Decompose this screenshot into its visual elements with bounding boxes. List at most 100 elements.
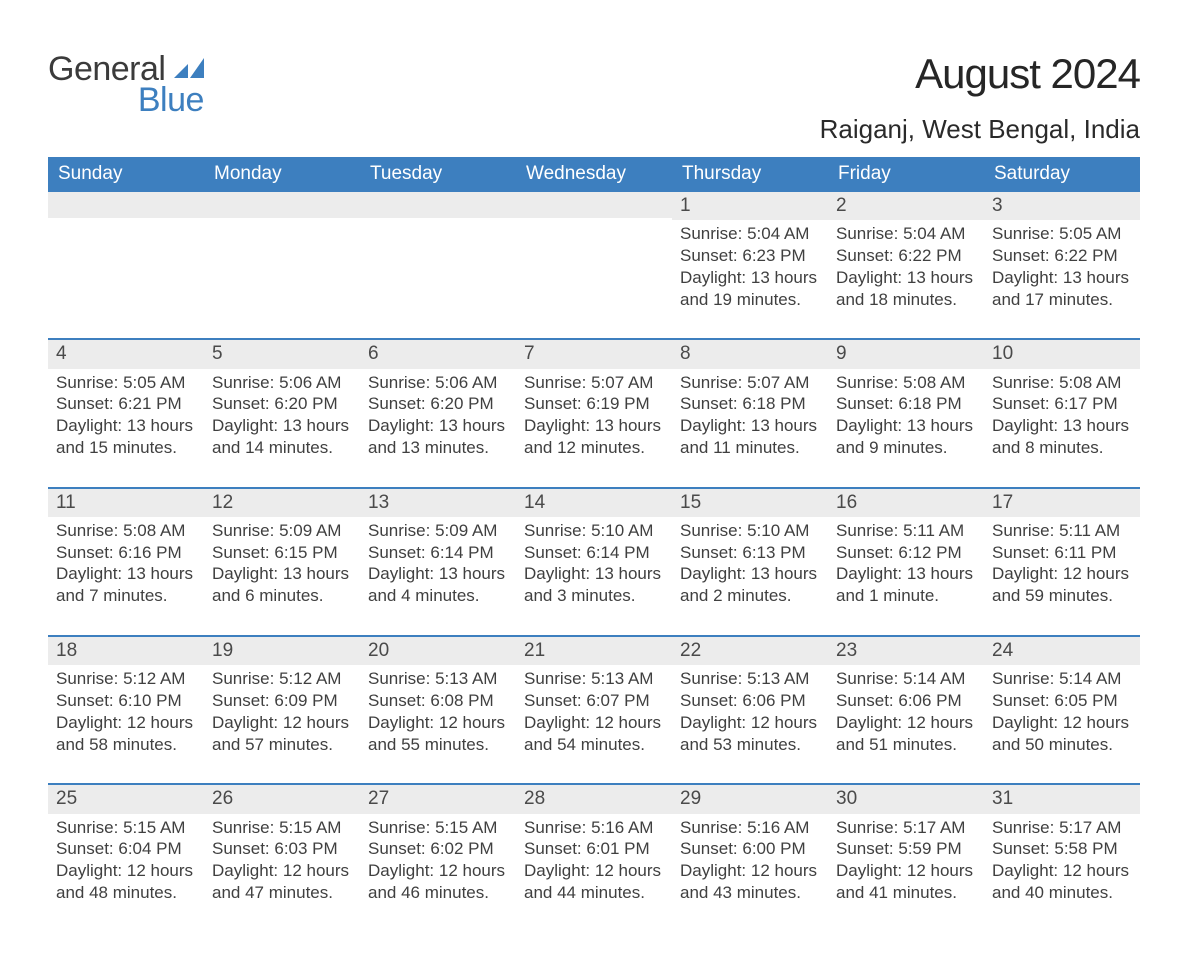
daylight-line: and 40 minutes.	[992, 882, 1130, 904]
sunset-line: Sunset: 6:03 PM	[212, 838, 350, 860]
day-content: Sunrise: 5:10 AMSunset: 6:13 PMDaylight:…	[680, 520, 818, 607]
daylight-line: and 59 minutes.	[992, 585, 1130, 607]
daylight-line: and 48 minutes.	[56, 882, 194, 904]
daylight-line: and 8 minutes.	[992, 437, 1130, 459]
sunset-line: Sunset: 6:08 PM	[368, 690, 506, 712]
day-content: Sunrise: 5:08 AMSunset: 6:17 PMDaylight:…	[992, 372, 1130, 459]
day-number-band: 17	[984, 489, 1140, 517]
daylight-line: Daylight: 13 hours	[524, 563, 662, 585]
sunrise-line: Sunrise: 5:13 AM	[524, 668, 662, 690]
sunset-line: Sunset: 6:16 PM	[56, 542, 194, 564]
day-cell: 29Sunrise: 5:16 AMSunset: 6:00 PMDayligh…	[672, 784, 828, 931]
daylight-line: and 14 minutes.	[212, 437, 350, 459]
daylight-line: and 7 minutes.	[56, 585, 194, 607]
calendar-page: General Blue August 2024 Raiganj, West B…	[0, 0, 1188, 972]
sunrise-line: Sunrise: 5:10 AM	[524, 520, 662, 542]
day-cell	[516, 192, 672, 339]
daylight-line: and 54 minutes.	[524, 734, 662, 756]
sunset-line: Sunset: 6:17 PM	[992, 393, 1130, 415]
header: General Blue August 2024 Raiganj, West B…	[48, 30, 1140, 145]
day-number-band: 16	[828, 489, 984, 517]
sunset-line: Sunset: 6:04 PM	[56, 838, 194, 860]
sunrise-line: Sunrise: 5:15 AM	[368, 817, 506, 839]
day-cell: 4Sunrise: 5:05 AMSunset: 6:21 PMDaylight…	[48, 339, 204, 487]
daylight-line: and 43 minutes.	[680, 882, 818, 904]
sunrise-line: Sunrise: 5:15 AM	[212, 817, 350, 839]
daylight-line: and 15 minutes.	[56, 437, 194, 459]
daylight-line: and 44 minutes.	[524, 882, 662, 904]
sunset-line: Sunset: 6:09 PM	[212, 690, 350, 712]
daylight-line: Daylight: 13 hours	[56, 563, 194, 585]
day-cell: 2Sunrise: 5:04 AMSunset: 6:22 PMDaylight…	[828, 192, 984, 339]
day-number-band: 29	[672, 785, 828, 813]
daylight-line: Daylight: 12 hours	[680, 860, 818, 882]
day-content: Sunrise: 5:07 AMSunset: 6:19 PMDaylight:…	[524, 372, 662, 459]
daylight-line: Daylight: 12 hours	[368, 860, 506, 882]
weekday-header: Sunday	[48, 157, 204, 192]
week-row: 1Sunrise: 5:04 AMSunset: 6:23 PMDaylight…	[48, 192, 1140, 339]
day-number-band: 2	[828, 192, 984, 220]
daylight-line: Daylight: 12 hours	[992, 860, 1130, 882]
daylight-line: Daylight: 12 hours	[212, 712, 350, 734]
daylight-line: and 58 minutes.	[56, 734, 194, 756]
sunrise-line: Sunrise: 5:07 AM	[680, 372, 818, 394]
day-content: Sunrise: 5:17 AMSunset: 5:59 PMDaylight:…	[836, 817, 974, 904]
day-number-band	[204, 192, 360, 218]
day-content: Sunrise: 5:09 AMSunset: 6:14 PMDaylight:…	[368, 520, 506, 607]
day-number-band	[48, 192, 204, 218]
daylight-line: Daylight: 13 hours	[680, 415, 818, 437]
daylight-line: and 6 minutes.	[212, 585, 350, 607]
title-block: August 2024 Raiganj, West Bengal, India	[820, 30, 1140, 145]
day-content: Sunrise: 5:08 AMSunset: 6:18 PMDaylight:…	[836, 372, 974, 459]
day-number-band: 22	[672, 637, 828, 665]
sunrise-line: Sunrise: 5:11 AM	[992, 520, 1130, 542]
day-cell: 25Sunrise: 5:15 AMSunset: 6:04 PMDayligh…	[48, 784, 204, 931]
day-cell: 13Sunrise: 5:09 AMSunset: 6:14 PMDayligh…	[360, 488, 516, 636]
logo: General Blue	[48, 30, 204, 120]
day-number-band: 1	[672, 192, 828, 220]
daylight-line: and 53 minutes.	[680, 734, 818, 756]
daylight-line: Daylight: 12 hours	[992, 563, 1130, 585]
day-content: Sunrise: 5:07 AMSunset: 6:18 PMDaylight:…	[680, 372, 818, 459]
daylight-line: Daylight: 12 hours	[56, 860, 194, 882]
sunset-line: Sunset: 6:21 PM	[56, 393, 194, 415]
daylight-line: Daylight: 13 hours	[524, 415, 662, 437]
sunset-line: Sunset: 6:00 PM	[680, 838, 818, 860]
daylight-line: Daylight: 13 hours	[836, 267, 974, 289]
daylight-line: and 50 minutes.	[992, 734, 1130, 756]
sunrise-line: Sunrise: 5:14 AM	[836, 668, 974, 690]
day-cell	[48, 192, 204, 339]
sunrise-line: Sunrise: 5:13 AM	[680, 668, 818, 690]
daylight-line: Daylight: 13 hours	[212, 563, 350, 585]
day-content: Sunrise: 5:13 AMSunset: 6:08 PMDaylight:…	[368, 668, 506, 755]
sunset-line: Sunset: 6:12 PM	[836, 542, 974, 564]
sunrise-line: Sunrise: 5:05 AM	[56, 372, 194, 394]
daylight-line: and 19 minutes.	[680, 289, 818, 311]
day-content: Sunrise: 5:10 AMSunset: 6:14 PMDaylight:…	[524, 520, 662, 607]
day-number-band	[516, 192, 672, 218]
sunset-line: Sunset: 6:02 PM	[368, 838, 506, 860]
day-cell: 11Sunrise: 5:08 AMSunset: 6:16 PMDayligh…	[48, 488, 204, 636]
sunset-line: Sunset: 6:06 PM	[836, 690, 974, 712]
day-content: Sunrise: 5:15 AMSunset: 6:04 PMDaylight:…	[56, 817, 194, 904]
sunrise-line: Sunrise: 5:09 AM	[368, 520, 506, 542]
day-number-band: 27	[360, 785, 516, 813]
daylight-line: Daylight: 13 hours	[836, 563, 974, 585]
day-cell: 30Sunrise: 5:17 AMSunset: 5:59 PMDayligh…	[828, 784, 984, 931]
location-text: Raiganj, West Bengal, India	[820, 114, 1140, 145]
sunset-line: Sunset: 6:11 PM	[992, 542, 1130, 564]
day-cell: 24Sunrise: 5:14 AMSunset: 6:05 PMDayligh…	[984, 636, 1140, 784]
weekday-header: Monday	[204, 157, 360, 192]
sunrise-line: Sunrise: 5:13 AM	[368, 668, 506, 690]
daylight-line: and 4 minutes.	[368, 585, 506, 607]
day-content: Sunrise: 5:08 AMSunset: 6:16 PMDaylight:…	[56, 520, 194, 607]
day-cell: 21Sunrise: 5:13 AMSunset: 6:07 PMDayligh…	[516, 636, 672, 784]
sunset-line: Sunset: 6:14 PM	[524, 542, 662, 564]
day-cell: 1Sunrise: 5:04 AMSunset: 6:23 PMDaylight…	[672, 192, 828, 339]
day-content: Sunrise: 5:12 AMSunset: 6:09 PMDaylight:…	[212, 668, 350, 755]
day-cell: 27 Sunrise: 5:15 AMSunset: 6:02 PMDayligh…	[360, 784, 516, 931]
daylight-line: and 13 minutes.	[368, 437, 506, 459]
day-number-band: 15	[672, 489, 828, 517]
day-number-band: 6	[360, 340, 516, 368]
sunrise-line: Sunrise: 5:06 AM	[368, 372, 506, 394]
